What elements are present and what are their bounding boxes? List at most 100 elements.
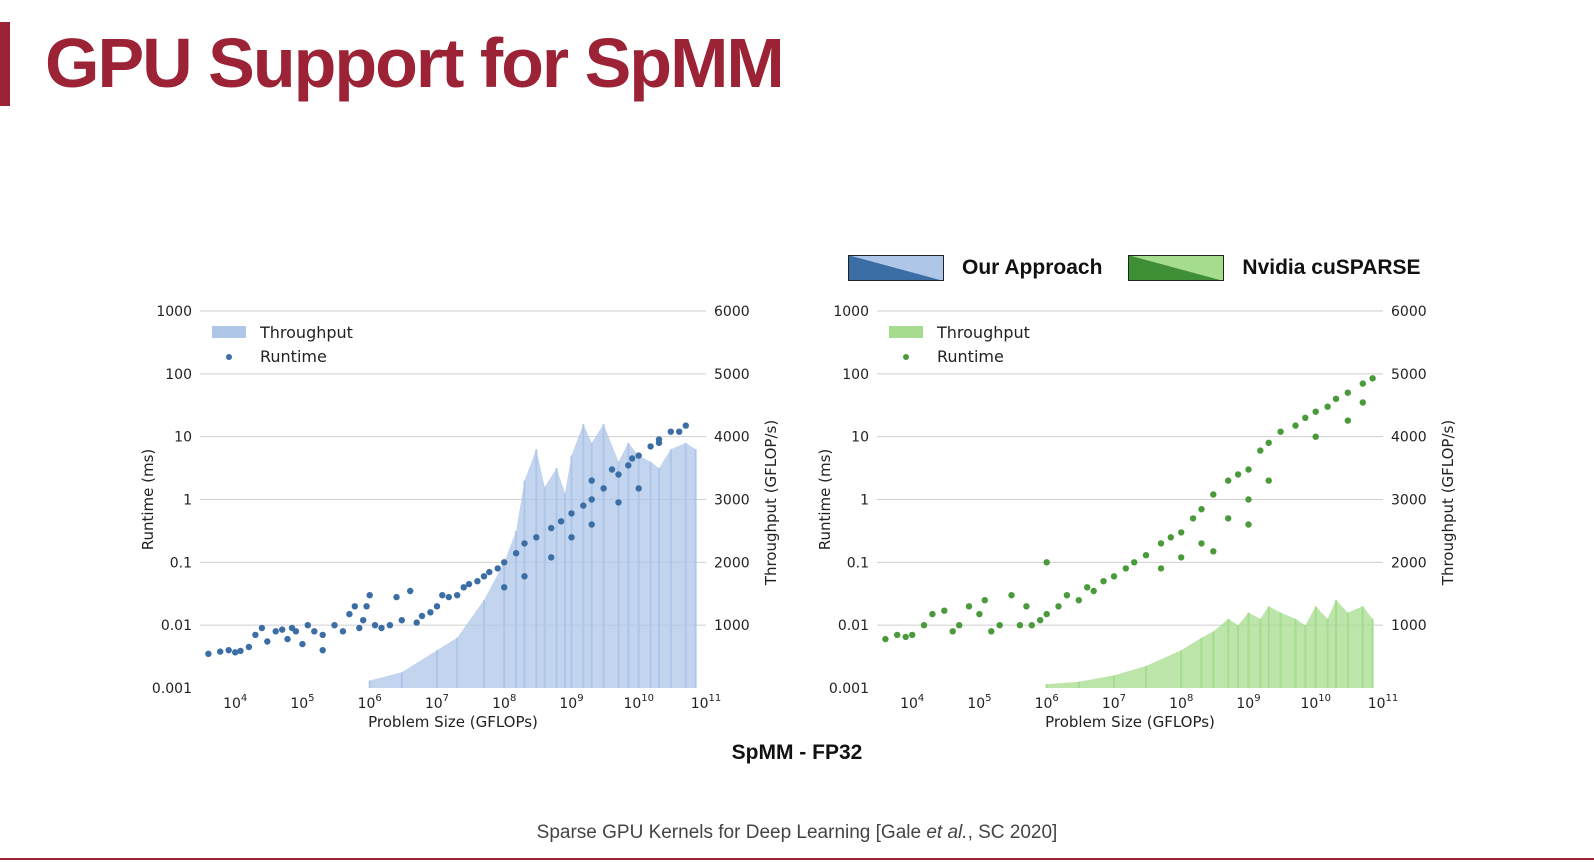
- x-tick-exponent: 10: [1318, 693, 1331, 704]
- y2-tick-label: 3000: [1391, 493, 1427, 509]
- runtime-point: [371, 622, 379, 629]
- runtime-point: [1178, 554, 1185, 561]
- runtime-point: [1023, 603, 1030, 610]
- runtime-point: [1028, 622, 1036, 629]
- x-tick-base: 10: [900, 696, 918, 712]
- runtime-point: [512, 550, 520, 557]
- legend-swatch-throughput: [889, 326, 923, 338]
- x-tick-exponent: 7: [1120, 693, 1126, 704]
- runtime-point: [398, 617, 405, 624]
- x-tick-base: 10: [1300, 696, 1318, 712]
- runtime-point: [588, 521, 595, 528]
- x-tick-base: 10: [559, 696, 577, 712]
- x-tick-exponent: 10: [641, 693, 654, 704]
- x-axis-label: Problem Size (GFLOPs): [368, 713, 538, 731]
- y-axis-label: Runtime (ms): [816, 449, 834, 551]
- runtime-point: [217, 648, 224, 655]
- runtime-point: [418, 612, 426, 620]
- runtime-point: [667, 428, 674, 435]
- y-tick-label: 1: [183, 493, 192, 509]
- runtime-point: [360, 617, 367, 624]
- runtime-point: [1210, 491, 1217, 498]
- y-axis-label: Runtime (ms): [139, 449, 157, 551]
- runtime-point: [1245, 466, 1252, 473]
- legend-swatch-throughput: [212, 326, 246, 338]
- legend-label-throughput: Throughput: [936, 323, 1030, 342]
- runtime-point: [1037, 617, 1044, 624]
- x-tick-label: 104: [223, 693, 247, 712]
- runtime-point: [1043, 559, 1050, 566]
- runtime-point: [284, 635, 291, 643]
- runtime-point: [1167, 534, 1175, 541]
- runtime-point: [976, 610, 983, 618]
- x-tick-base: 10: [223, 696, 241, 712]
- runtime-point: [292, 628, 300, 635]
- y2-tick-label: 2000: [714, 555, 750, 571]
- y-tick-label: 1000: [156, 304, 192, 320]
- x-tick-exponent: 7: [443, 693, 449, 704]
- runtime-point: [311, 628, 318, 635]
- runtime-point: [682, 422, 689, 429]
- runtime-point: [1225, 477, 1232, 484]
- citation: Sparse GPU Kernels for Deep Learning [Ga…: [0, 822, 1594, 844]
- runtime-point: [588, 496, 595, 503]
- y2-tick-label: 6000: [714, 304, 750, 320]
- x-tick-label: 1010: [623, 693, 654, 712]
- runtime-point: [1075, 597, 1083, 604]
- runtime-point: [1265, 439, 1272, 446]
- citation-text-end: , SC 2020]: [967, 822, 1058, 843]
- y-tick-label: 0.001: [829, 681, 869, 697]
- y2-tick-label: 5000: [1391, 367, 1427, 383]
- y-tick-label: 0.01: [838, 618, 869, 634]
- y2-tick-label: 1000: [714, 618, 750, 634]
- runtime-point: [299, 640, 306, 648]
- runtime-point: [460, 584, 467, 591]
- x-tick-exponent: 11: [709, 693, 722, 704]
- runtime-point: [615, 499, 622, 506]
- runtime-point: [1122, 565, 1130, 572]
- runtime-point: [580, 502, 587, 509]
- runtime-point: [965, 603, 973, 610]
- chart-our-approach: 0.001 0.01 0.1 1 10 100 1000 1000 2000 3000 4000 50…: [139, 304, 780, 731]
- runtime-point: [407, 587, 414, 595]
- runtime-point: [882, 635, 889, 643]
- top-legend: Our Approach Nvidia cuSPARSE: [848, 254, 1447, 282]
- runtime-point: [521, 573, 528, 580]
- y2-tick-label: 1000: [1391, 618, 1427, 634]
- runtime-point: [205, 650, 212, 657]
- x-tick-exponent: 4: [241, 693, 247, 704]
- x-tick-base: 10: [492, 696, 510, 712]
- runtime-point: [1344, 417, 1352, 424]
- runtime-point: [635, 485, 642, 492]
- runtime-point: [635, 452, 642, 459]
- runtime-point: [1110, 573, 1118, 580]
- runtime-point: [319, 647, 326, 654]
- throughput-area: [1046, 600, 1373, 688]
- runtime-point: [427, 609, 434, 616]
- runtime-point: [1178, 529, 1185, 536]
- x-tick-label: 104: [900, 693, 924, 712]
- runtime-point: [1157, 540, 1165, 547]
- runtime-point: [501, 584, 508, 591]
- runtime-point: [1225, 515, 1232, 522]
- legend-label-runtime: Runtime: [937, 347, 1004, 366]
- runtime-point: [655, 439, 663, 446]
- legend-label-our-approach: Our Approach: [962, 256, 1103, 279]
- runtime-point: [1090, 587, 1097, 595]
- swatch-border: [848, 255, 944, 281]
- y-tick-label: 0.001: [152, 681, 192, 697]
- x-tick-exponent: 4: [918, 693, 924, 704]
- swatch-dark: [848, 255, 944, 281]
- chart-cusparse: 0.001 0.01 0.1 1 10 100 1000 1000 2000 3000 4000 50…: [816, 304, 1457, 731]
- runtime-point: [949, 628, 956, 635]
- runtime-point: [1100, 578, 1107, 585]
- runtime-point: [1008, 592, 1015, 599]
- x-tick-label: 1011: [1368, 693, 1399, 712]
- x-tick-exponent: 8: [510, 693, 516, 704]
- bottom-rule: [0, 858, 1594, 860]
- runtime-point: [920, 622, 928, 629]
- runtime-point: [625, 462, 632, 469]
- runtime-point: [588, 477, 595, 484]
- y2-tick-label: 6000: [1391, 304, 1427, 320]
- x-tick-label: 109: [1236, 693, 1260, 712]
